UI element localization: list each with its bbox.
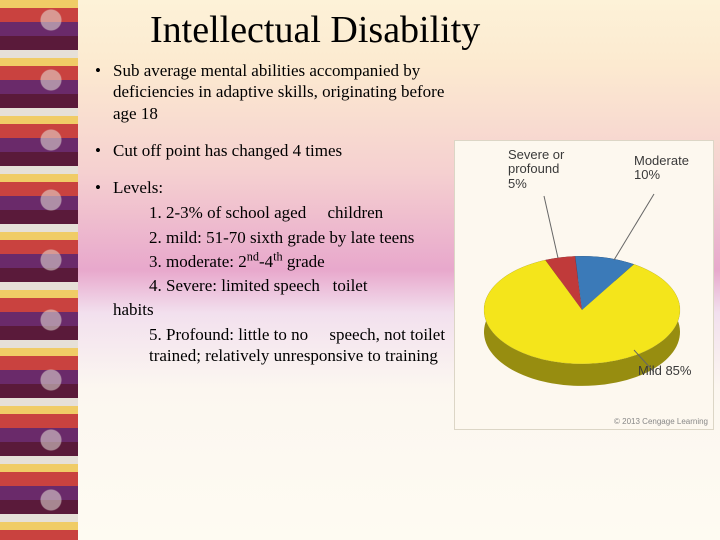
bullet-3: • Levels: [95,177,455,198]
slide-title: Intellectual Disability [150,8,480,52]
pie-label-moderate: Moderate10% [634,154,689,183]
sub-3-c: grade [283,252,325,271]
pie-label-severe: Severe orprofound5% [508,148,564,191]
pie-chart: Severe orprofound5% Moderate10% Mild 85%… [454,140,714,430]
sub-3: 3. moderate: 2nd-4th grade [149,251,455,272]
sub-4-habits: habits [113,299,455,320]
bullet-dot: • [95,177,113,198]
bullet-2-text: Cut off point has changed 4 times [113,140,455,161]
pie-svg [454,140,714,430]
pie-label-mild: Mild 85% [638,364,691,378]
bullet-dot: • [95,140,113,161]
slide-body: • Sub average mental abilities accompani… [95,60,455,369]
decorative-border-wave [38,0,64,540]
sub-2: 2. mild: 51-70 sixth grade by late teens [149,227,455,248]
sub-3-nd: nd [247,249,259,263]
sub-5: 5. Profound: little to no speech, not to… [149,324,459,367]
pie-copyright: © 2013 Cengage Learning [614,417,708,426]
sub-3-b: -4 [259,252,273,271]
bullet-1: • Sub average mental abilities accompani… [95,60,455,124]
sub-1: 1. 2-3% of school aged children [149,202,455,223]
bullet-dot: • [95,60,113,124]
bullet-3-text: Levels: [113,177,455,198]
sub-4: 4. Severe: limited speech toilet [149,275,455,296]
sub-3-th: th [273,249,283,263]
bullet-1-text: Sub average mental abilities accompanied… [113,60,455,124]
sub-3-a: 3. moderate: 2 [149,252,247,271]
bullet-2: • Cut off point has changed 4 times [95,140,455,161]
